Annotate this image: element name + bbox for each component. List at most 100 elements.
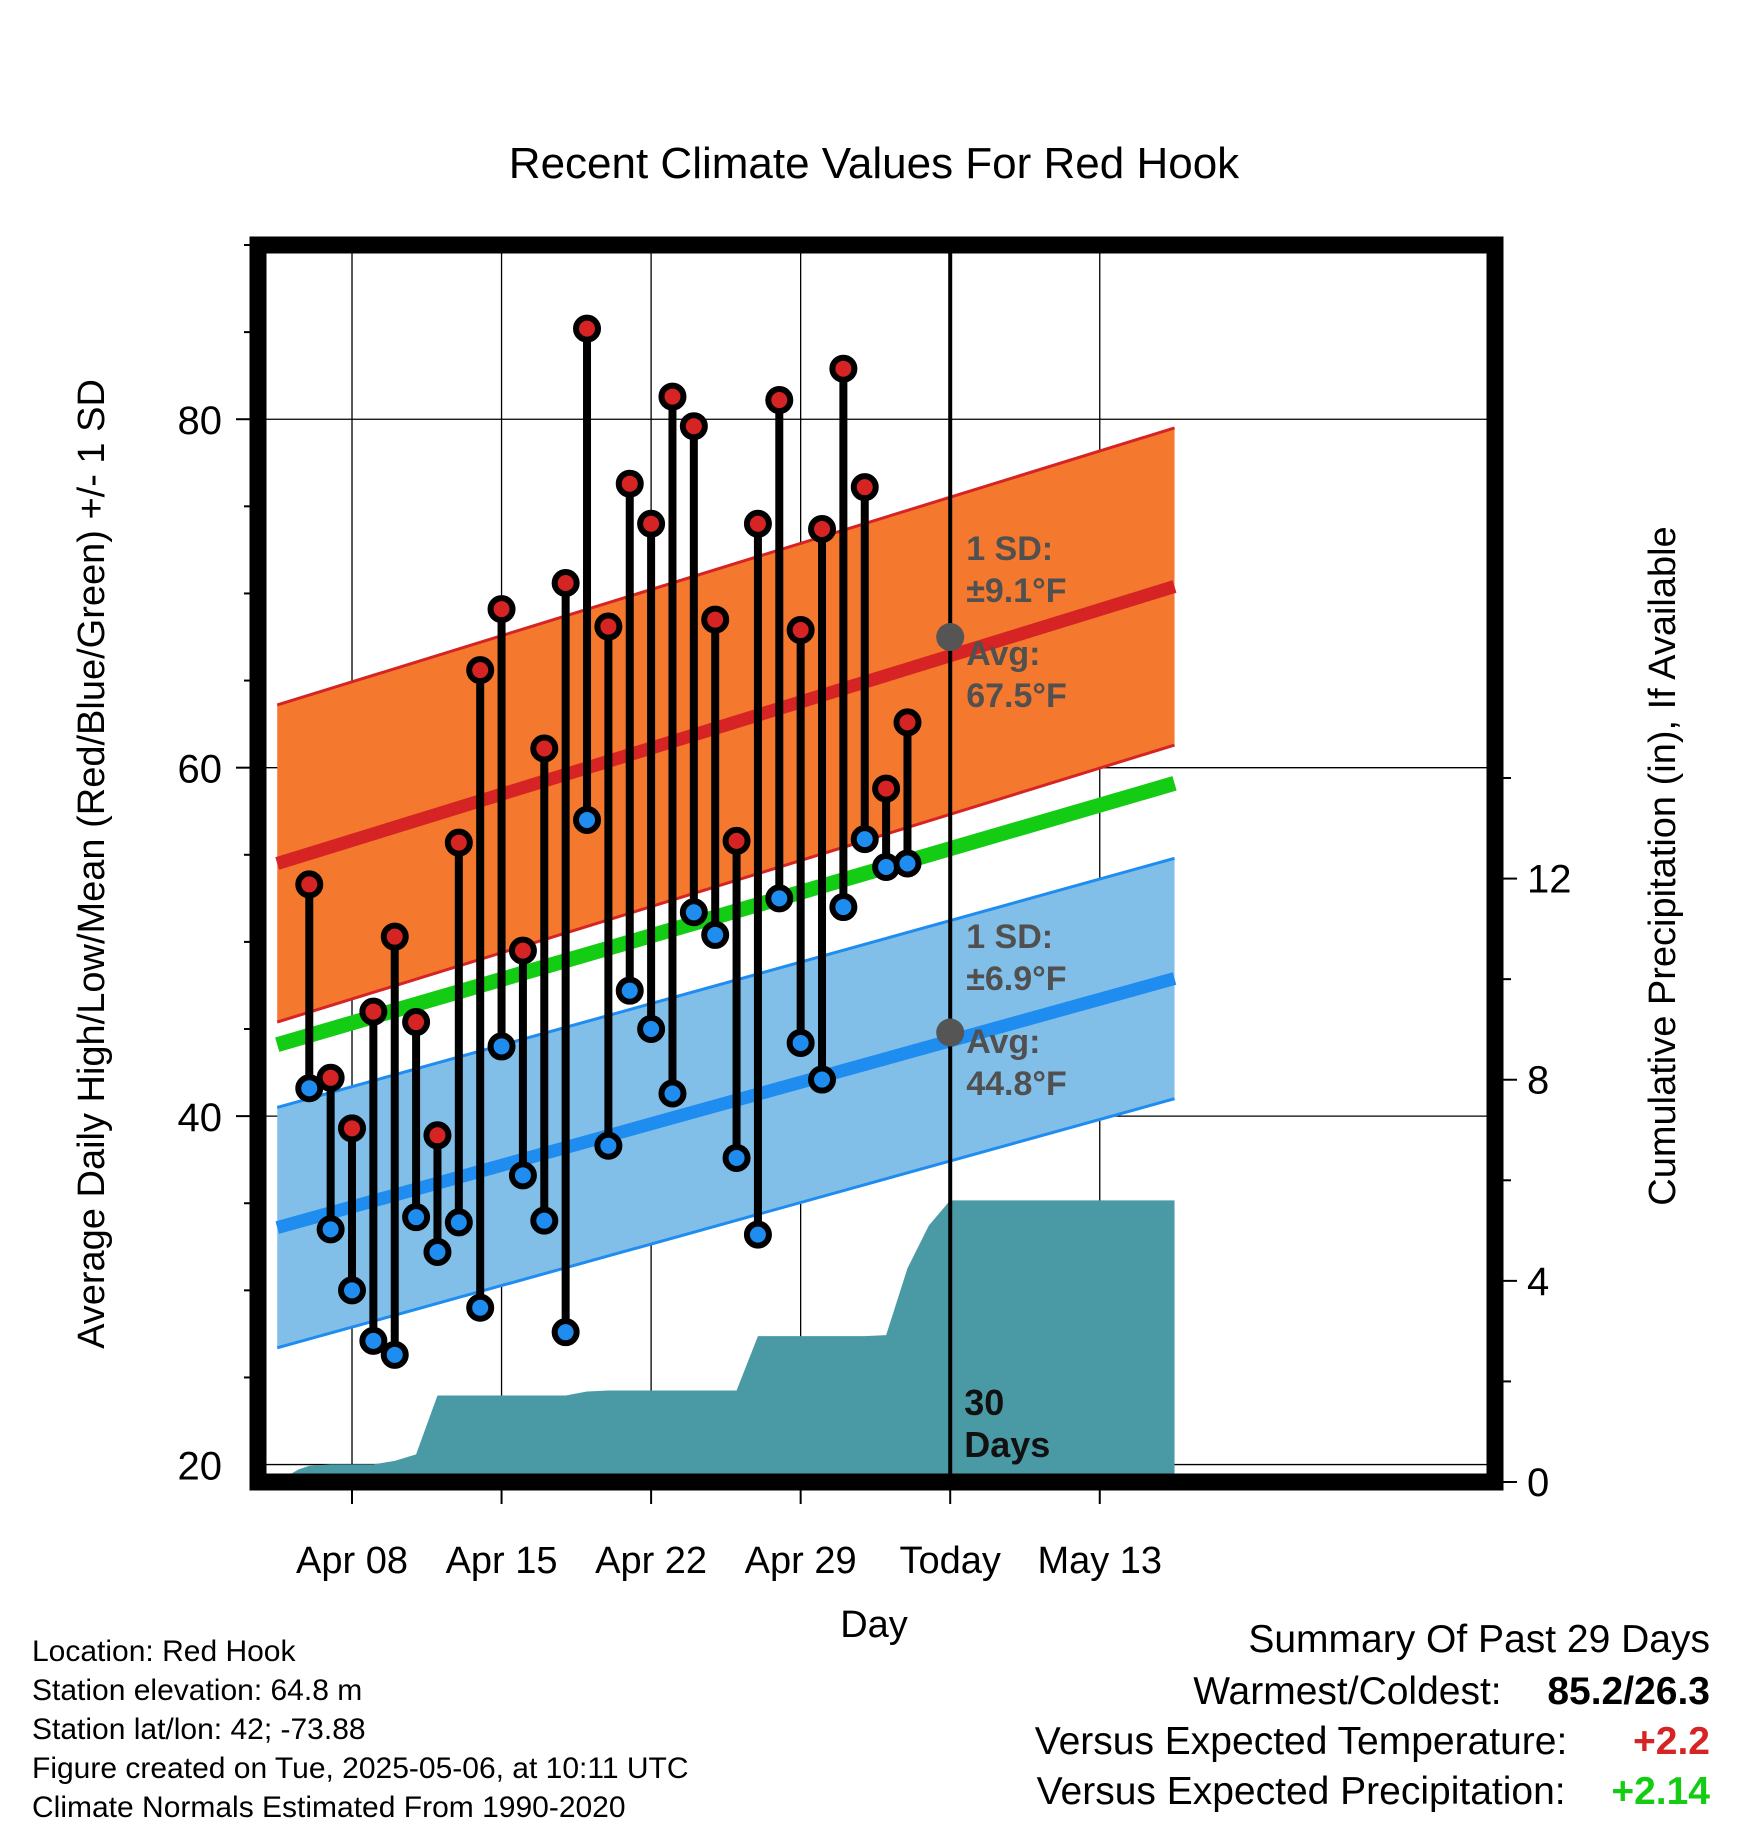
daily-low-point [786, 1028, 815, 1057]
y-tick-label: 40 [178, 1096, 223, 1140]
daily-low-point [508, 1161, 537, 1190]
daily-high-point [893, 708, 922, 737]
summary-temp-label: Versus Expected Temperature: [1034, 1720, 1568, 1763]
daily-high-point [701, 605, 730, 634]
normal-mean-line [275, 776, 1177, 1052]
low-sd-band-lower-edge [276, 1097, 1175, 1350]
daily-high-point [316, 1063, 345, 1092]
daily-high-point [786, 616, 815, 645]
daily-high-point [359, 997, 388, 1026]
daily-high-point [829, 354, 858, 383]
daily-low-point [487, 1032, 516, 1061]
daily-high-point [338, 1114, 367, 1143]
daily-high-point [637, 509, 666, 538]
today-low-avg-point [936, 1018, 965, 1047]
summary-temp-row: Versus Expected Temperature: +2.2 [1035, 1720, 1710, 1764]
daily-low-point [573, 805, 602, 834]
daily-high-point [402, 1008, 431, 1037]
daily-high-point [765, 386, 794, 415]
daily-high-point [551, 568, 580, 597]
window-days-unit: Days [964, 1424, 1050, 1465]
low-sd-band-upper-edge [276, 856, 1175, 1109]
summary-temp-value: +2.2 [1633, 1720, 1710, 1763]
daily-high-point [444, 828, 473, 857]
daily-low-point [466, 1293, 495, 1322]
summary-precip-value: +2.14 [1611, 1770, 1710, 1813]
y2-tick-label: 12 [1527, 858, 1572, 902]
daily-low-point [594, 1131, 623, 1160]
daily-high-point [722, 826, 751, 855]
daily-high-point [615, 469, 644, 498]
y2-tick-label: 8 [1527, 1059, 1549, 1103]
daily-high-point [423, 1121, 452, 1150]
daily-low-point [637, 1015, 666, 1044]
x-tick-label: Today [900, 1540, 1001, 1582]
window-days-number: 30 [964, 1382, 1004, 1423]
daily-high-point [530, 734, 559, 763]
daily-low-point [743, 1220, 772, 1249]
high-sd-label: 1 SD: [966, 530, 1053, 568]
plot-frame [249, 236, 1504, 1491]
daily-low-point [679, 898, 708, 927]
daily-high-point [466, 656, 495, 685]
y2-axis-label: Cumulative Precipitation (in), If Availa… [1642, 526, 1684, 1205]
daily-low-point [615, 976, 644, 1005]
low-avg-label: Avg: [966, 1023, 1040, 1061]
x-axis-label: Day [840, 1604, 908, 1646]
x-tick-label: May 13 [1037, 1540, 1162, 1582]
high-sd-value: ±9.1°F [966, 572, 1066, 610]
daily-low-point [808, 1065, 837, 1094]
daily-low-point [893, 849, 922, 878]
daily-low-point [701, 920, 730, 949]
daily-low-point [658, 1079, 687, 1108]
high-sd-band-lower-edge [276, 743, 1175, 1024]
normal-low-line [275, 972, 1177, 1234]
summary-precip-row: Versus Expected Precipitation: +2.14 [1037, 1770, 1710, 1814]
daily-low-point [765, 884, 794, 913]
daily-high-point [508, 936, 537, 965]
normal-high-line [275, 580, 1177, 870]
summary-warmest-value: 85.2/26.3 [1547, 1670, 1710, 1713]
daily-high-point [808, 514, 837, 543]
daily-low-point [338, 1276, 367, 1305]
today-high-avg-point [936, 623, 965, 652]
daily-high-point [380, 922, 409, 951]
summary-heading: Summary Of Past 29 Days [1248, 1618, 1710, 1661]
latlon-text: Station lat/lon: 42; -73.88 [32, 1713, 366, 1746]
daily-low-point [722, 1143, 751, 1172]
daily-high-point [850, 473, 879, 502]
chart-title: Recent Climate Values For Red Hook [509, 139, 1240, 188]
daily-low-point [530, 1206, 559, 1235]
x-tick-label: Apr 08 [296, 1540, 408, 1582]
created-text: Figure created on Tue, 2025-05-06, at 10… [32, 1752, 689, 1785]
daily-high-point [295, 870, 324, 899]
daily-high-point [743, 509, 772, 538]
daily-low-point [402, 1203, 431, 1232]
daily-low-point [295, 1074, 324, 1103]
low-sd-label: 1 SD: [966, 918, 1053, 956]
low-sd-value: ±6.9°F [966, 960, 1066, 998]
summary-precip-label: Versus Expected Precipitation: [1036, 1770, 1566, 1813]
daily-high-point [573, 314, 602, 343]
daily-low-point [359, 1326, 388, 1355]
y-tick-label: 20 [178, 1445, 223, 1489]
daily-low-point [316, 1215, 345, 1244]
x-tick-label: Apr 15 [446, 1540, 558, 1582]
summary-warmest-row: Warmest/Coldest: 85.2/26.3 [1193, 1670, 1710, 1714]
daily-low-point [444, 1208, 473, 1237]
daily-high-point [487, 595, 516, 624]
x-tick-label: Apr 29 [745, 1540, 857, 1582]
y-tick-label: 80 [178, 399, 223, 443]
daily-high-point [679, 412, 708, 441]
elevation-text: Station elevation: 64.8 m [32, 1674, 363, 1707]
daily-low-point [829, 893, 858, 922]
daily-high-point [594, 612, 623, 641]
daily-low-point [380, 1340, 409, 1369]
y2-tick-label: 4 [1527, 1260, 1549, 1304]
daily-low-point [551, 1318, 580, 1347]
low-avg-value: 44.8°F [966, 1065, 1067, 1103]
summary-warmest-label: Warmest/Coldest: [1193, 1670, 1502, 1713]
plot-area: 1 SD: ±9.1°F Avg: 67.5°F 1 SD: ±6.9°F Avg: 44.8… [178, 236, 1572, 1582]
normals-text: Climate Normals Estimated From 1990-2020 [32, 1791, 626, 1824]
